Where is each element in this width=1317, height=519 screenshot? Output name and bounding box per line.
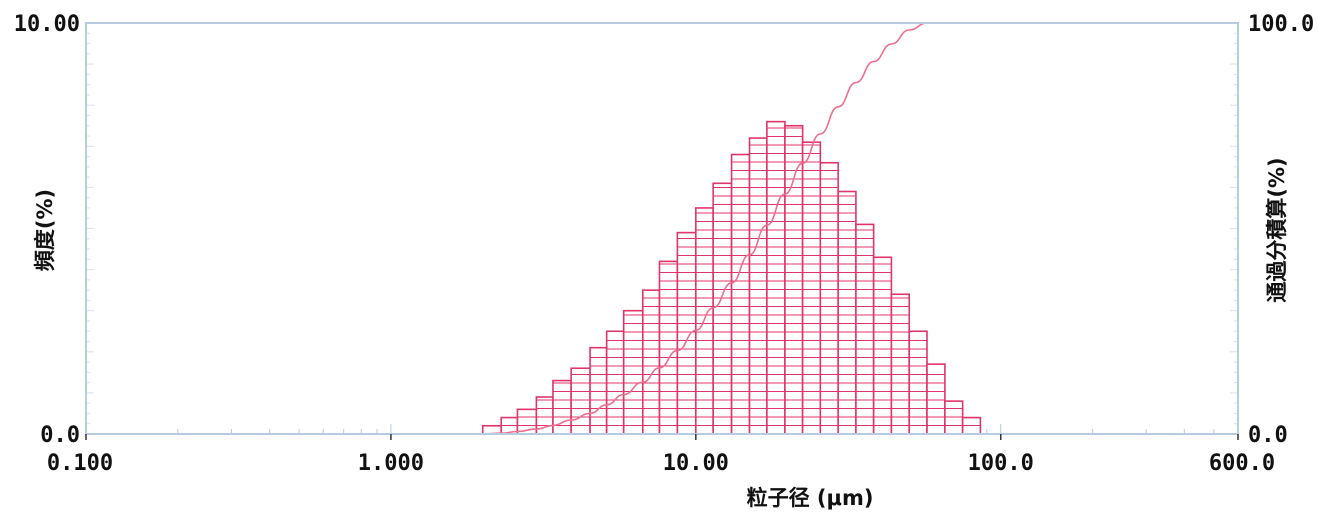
histogram-bar bbox=[890, 293, 911, 435]
histogram-bar bbox=[819, 161, 839, 435]
bar-rect bbox=[641, 289, 661, 435]
histogram-bar bbox=[784, 124, 804, 435]
histogram-bar bbox=[908, 330, 928, 435]
histogram-bar bbox=[622, 309, 644, 435]
histogram-bar bbox=[552, 379, 572, 435]
bar-rect bbox=[872, 256, 893, 435]
x-tick-label: 600.0 bbox=[1209, 451, 1275, 476]
histogram-bar bbox=[676, 231, 697, 435]
bar-rect bbox=[944, 400, 964, 435]
frame-rect bbox=[85, 22, 1239, 435]
plot-frame bbox=[85, 22, 1239, 435]
tick-labels: 0.100 1.000 10.00 100.0 600.0 0.0 10.00 0.0 100.… bbox=[14, 12, 1314, 476]
histogram-bar bbox=[589, 346, 608, 435]
y-right-tick-label: 0.0 bbox=[1248, 423, 1288, 448]
y-right-tick-label: 100.0 bbox=[1248, 12, 1314, 37]
histogram-bar bbox=[837, 190, 857, 435]
histogram-bar bbox=[730, 153, 751, 435]
histogram-bar bbox=[641, 289, 661, 435]
histogram-bar bbox=[855, 223, 875, 435]
y-axis-right-title: 通過分積算(%) bbox=[1265, 157, 1289, 302]
x-tick-label: 10.00 bbox=[663, 451, 729, 476]
bar-rect bbox=[676, 231, 697, 435]
histogram-bar bbox=[766, 120, 786, 435]
bar-rect bbox=[784, 124, 804, 435]
cumulative-curve bbox=[482, 22, 963, 435]
y-left-tick-label: 10.00 bbox=[14, 12, 80, 37]
bar-rect bbox=[748, 137, 768, 435]
bar-rect bbox=[766, 120, 786, 435]
x-tick-label: 0.100 bbox=[47, 451, 113, 476]
histogram-bar bbox=[801, 141, 822, 435]
histogram-bar bbox=[872, 256, 893, 435]
histogram-bar bbox=[712, 182, 733, 435]
bar-rect bbox=[570, 367, 591, 435]
y-axis-left-title: 頻度(%) bbox=[33, 189, 57, 271]
bar-rect bbox=[589, 346, 608, 435]
x-tick-label: 1.000 bbox=[358, 451, 424, 476]
bar-rect bbox=[712, 182, 733, 435]
y-left-tick-label: 0.0 bbox=[40, 423, 80, 448]
histogram-bar bbox=[748, 137, 768, 435]
bar-rect bbox=[801, 141, 822, 435]
x-axis-title: 粒子径 (μm) bbox=[747, 486, 874, 510]
histogram-bar bbox=[570, 367, 591, 435]
bar-rect bbox=[622, 309, 644, 435]
x-tick-label: 100.0 bbox=[968, 451, 1034, 476]
cumulative-curve-layer bbox=[482, 22, 963, 435]
histogram-bar bbox=[658, 260, 679, 435]
histogram-bar bbox=[605, 330, 625, 435]
histogram-bars bbox=[481, 120, 982, 435]
histogram-bar bbox=[926, 363, 946, 435]
histogram-bar bbox=[961, 416, 982, 435]
histogram-bar bbox=[944, 400, 964, 435]
bar-rect bbox=[837, 190, 857, 435]
